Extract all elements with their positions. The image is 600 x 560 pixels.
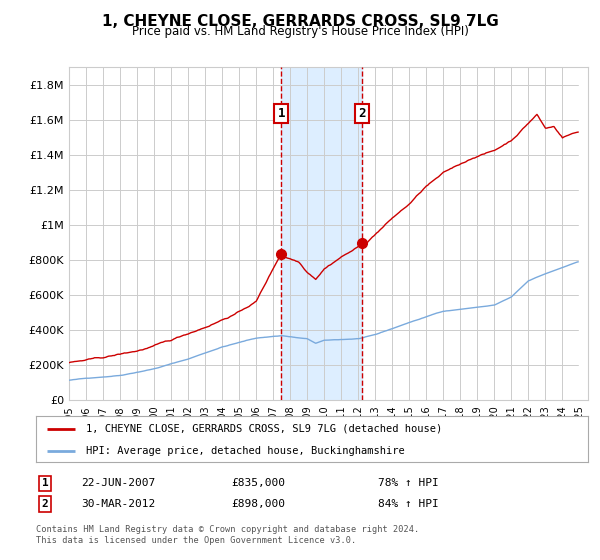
Text: 2: 2 xyxy=(41,499,49,509)
Text: Contains HM Land Registry data © Crown copyright and database right 2024.
This d: Contains HM Land Registry data © Crown c… xyxy=(36,525,419,545)
Text: £898,000: £898,000 xyxy=(231,499,285,509)
Text: 1, CHEYNE CLOSE, GERRARDS CROSS, SL9 7LG: 1, CHEYNE CLOSE, GERRARDS CROSS, SL9 7LG xyxy=(101,14,499,29)
Text: 78% ↑ HPI: 78% ↑ HPI xyxy=(378,478,439,488)
Text: Price paid vs. HM Land Registry's House Price Index (HPI): Price paid vs. HM Land Registry's House … xyxy=(131,25,469,38)
Text: 22-JUN-2007: 22-JUN-2007 xyxy=(81,478,155,488)
Text: 2: 2 xyxy=(358,108,366,120)
Text: £835,000: £835,000 xyxy=(231,478,285,488)
Text: 30-MAR-2012: 30-MAR-2012 xyxy=(81,499,155,509)
Text: 84% ↑ HPI: 84% ↑ HPI xyxy=(378,499,439,509)
Bar xyxy=(580,67,588,400)
Text: 1: 1 xyxy=(41,478,49,488)
Text: 1, CHEYNE CLOSE, GERRARDS CROSS, SL9 7LG (detached house): 1, CHEYNE CLOSE, GERRARDS CROSS, SL9 7LG… xyxy=(86,424,442,434)
Text: HPI: Average price, detached house, Buckinghamshire: HPI: Average price, detached house, Buck… xyxy=(86,446,404,455)
Text: 1: 1 xyxy=(277,108,285,120)
Bar xyxy=(281,67,362,400)
